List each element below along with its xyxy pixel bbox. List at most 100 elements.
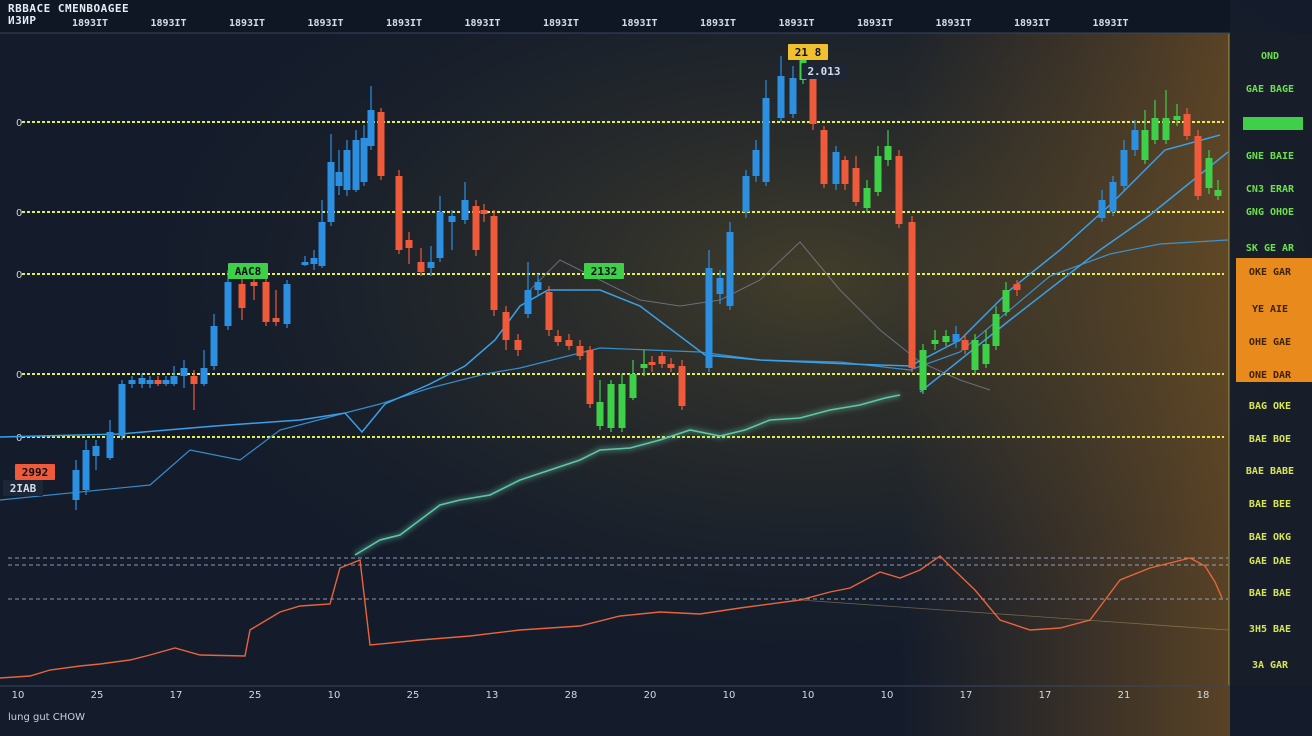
- x-tick-label: 20: [644, 690, 657, 701]
- price-tag-label: 2.013: [807, 65, 840, 78]
- candle-body: [162, 380, 170, 384]
- candle: [952, 326, 960, 348]
- candle: [726, 222, 734, 310]
- right-axis-label: OKE GAR: [1249, 267, 1292, 278]
- right-axis-label: OHE GAE: [1249, 337, 1291, 348]
- candle: [874, 146, 882, 196]
- candle-body: [436, 212, 444, 258]
- orange-line: [0, 555, 1223, 679]
- right-axis-label: OND: [1261, 51, 1279, 62]
- right-axis-label: BAE BEE: [1249, 499, 1291, 510]
- candle: [1098, 190, 1106, 222]
- candle-body: [1183, 114, 1191, 136]
- candle: [820, 126, 828, 188]
- left-level-marker: 0: [16, 208, 22, 219]
- x-tick-label: 25: [249, 690, 262, 701]
- candle-body: [678, 366, 686, 406]
- candle-body: [490, 216, 498, 310]
- candle-body: [841, 160, 849, 184]
- candle: [327, 134, 335, 226]
- candle: [919, 344, 927, 394]
- candle: [961, 334, 969, 354]
- x-tick-label: 17: [960, 690, 973, 701]
- candle: [180, 360, 188, 388]
- candle: [1141, 110, 1149, 164]
- candle-body: [318, 222, 326, 266]
- candle-body: [427, 262, 435, 268]
- candle: [118, 380, 126, 440]
- candle: [472, 200, 480, 256]
- candle-body: [200, 368, 208, 384]
- candle-body: [180, 368, 188, 376]
- candle-body: [1214, 190, 1222, 196]
- candle: [992, 306, 1000, 350]
- candle: [335, 150, 343, 195]
- candle: [586, 346, 594, 408]
- candle-body: [502, 312, 510, 340]
- price-tag-background: [788, 44, 828, 60]
- chart-title: RBBACE CMENBOAGEE: [8, 2, 130, 15]
- header-band: [0, 0, 1230, 33]
- candle: [250, 276, 258, 300]
- right-axis-label: ONE DAR: [1249, 370, 1292, 381]
- candle-body: [658, 356, 666, 364]
- trend-line-blue-secondary: [0, 239, 1229, 501]
- candle-body: [524, 290, 532, 314]
- candle: [92, 440, 100, 470]
- x-tick-label: 25: [91, 690, 104, 701]
- candle-body: [367, 110, 375, 146]
- price-tag: AAC8: [228, 263, 268, 279]
- candle: [576, 340, 584, 360]
- candle: [742, 170, 750, 218]
- green-price-badge: [1243, 117, 1303, 130]
- candle: [1194, 130, 1202, 200]
- candle: [752, 140, 760, 182]
- candle-body: [170, 376, 178, 384]
- candle-body: [1151, 118, 1159, 140]
- candle-body: [1013, 284, 1021, 290]
- candle-body: [1120, 150, 1128, 186]
- candle-body: [417, 262, 425, 272]
- candle: [310, 250, 318, 270]
- candle-body: [310, 258, 318, 264]
- header-tick-label: 1893IT: [856, 18, 894, 29]
- candle: [678, 360, 686, 410]
- candle: [908, 216, 916, 372]
- candle: [554, 330, 562, 346]
- candle-body: [461, 200, 469, 220]
- candle-body: [726, 232, 734, 306]
- candle: [200, 350, 208, 386]
- candle: [1120, 140, 1128, 190]
- candle: [367, 86, 375, 150]
- candle: [789, 66, 797, 118]
- candle: [190, 370, 198, 410]
- candle: [72, 460, 80, 510]
- candle-body: [272, 318, 280, 322]
- candle-body: [327, 162, 335, 222]
- candle: [1131, 120, 1139, 156]
- candle-body: [961, 340, 969, 350]
- candle: [128, 376, 136, 388]
- candle: [318, 200, 326, 268]
- right-axis-label: BAE BOE: [1249, 434, 1291, 445]
- candle: [343, 140, 351, 196]
- x-tick-label: 10: [328, 690, 341, 701]
- candle-body: [832, 152, 840, 184]
- candle-body: [629, 374, 637, 398]
- candle: [138, 374, 146, 388]
- candle: [395, 170, 403, 254]
- candle: [1162, 90, 1170, 144]
- candle: [490, 210, 498, 316]
- teal-line: [354, 394, 901, 556]
- candle-body: [777, 76, 785, 118]
- candle-body: [472, 206, 480, 250]
- right-axis-label: GAE BAGE: [1246, 84, 1294, 95]
- candle-body: [106, 432, 114, 458]
- header-tick-label: 1893IT: [385, 18, 423, 29]
- left-level-marker: 0: [16, 433, 22, 444]
- price-tag-label: AAC8: [235, 265, 262, 278]
- candle-body: [82, 450, 90, 490]
- candle-body: [210, 326, 218, 366]
- candle-body: [480, 210, 488, 214]
